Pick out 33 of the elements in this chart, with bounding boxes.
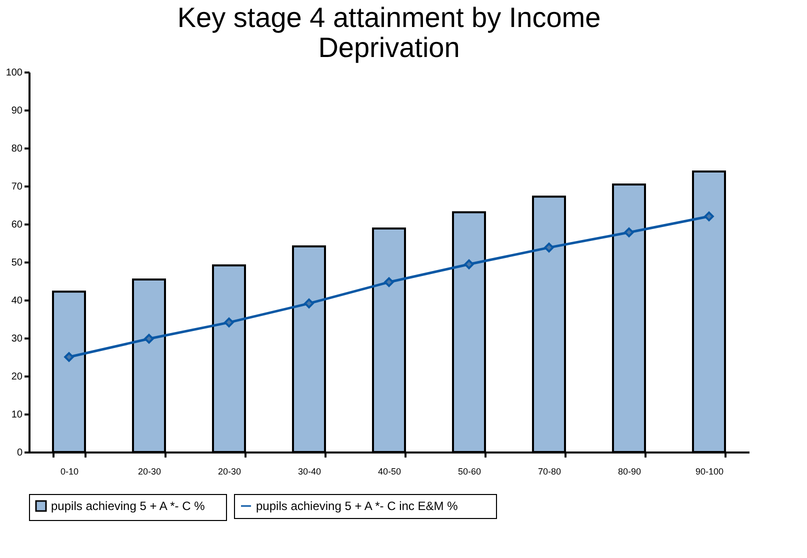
y-tick-label: 60 [11,220,23,230]
point [64,352,74,362]
x-tick-label: 20-30 [138,466,162,476]
point [624,227,634,238]
point [704,212,714,222]
point [464,259,474,270]
y-tick-label: 10 [11,410,23,420]
x-tick-label: 70-80 [538,466,562,476]
y-tick-label: 70 [11,182,23,192]
legend-label: pupils achieving 5 + A *- C inc E&M % [256,499,458,513]
point [544,242,554,252]
y-tick-label: 0 [16,448,23,458]
y-tick-label: 90 [11,106,23,116]
y-tick-label: 30 [11,334,23,344]
y-tick-label: 50 [11,258,23,268]
y-tick-label: 40 [11,296,23,306]
text: Deprivation [318,32,460,63]
x-tick-label: 50-60 [458,466,482,476]
y-tick-label: 80 [11,144,23,154]
point [224,318,234,328]
x-tick-label: 40-50 [378,466,402,476]
x-tick-label: 80-90 [618,466,642,476]
y-tick-label: 20 [11,372,23,382]
text: Key stage 4 attainment by Income [177,2,601,33]
x-tick-label: 20-30 [218,466,242,476]
y-tick-label: 100 [6,68,23,78]
point [304,298,314,308]
legend-label: pupils achieving 5 + A *- C % [51,499,206,513]
point [384,277,394,288]
x-tick-label: 30-40 [298,466,322,476]
x-tick-label: 90-100 [695,466,724,476]
x-tick-label: 0-10 [60,466,79,476]
point [144,334,154,344]
